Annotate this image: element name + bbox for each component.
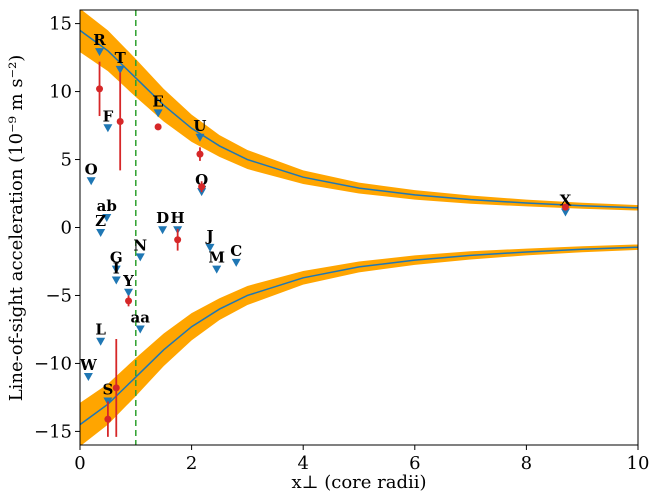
point-label: Z xyxy=(95,212,106,230)
limit-marker xyxy=(96,337,106,346)
limit-marker xyxy=(95,48,105,57)
limit-marker xyxy=(86,177,96,186)
limit-marker xyxy=(153,109,163,118)
y-tick-label: −15 xyxy=(34,421,72,442)
point-label: L xyxy=(95,321,106,339)
limit-marker xyxy=(135,253,145,262)
y-tick-label: 10 xyxy=(49,82,72,103)
point-label: R xyxy=(93,31,106,49)
model-band xyxy=(80,244,638,445)
point-label: C xyxy=(230,242,242,260)
limit-marker xyxy=(560,208,570,217)
y-tick-label: −10 xyxy=(34,353,72,374)
point-label: W xyxy=(79,356,98,374)
point-label: U xyxy=(193,117,206,135)
measurement xyxy=(116,117,124,125)
point-label: J xyxy=(204,227,213,245)
limit-marker xyxy=(115,65,125,74)
limit-marker xyxy=(205,243,215,252)
y-tick-label: 5 xyxy=(61,150,72,171)
point-label: S xyxy=(102,381,113,399)
y-tick-label: −5 xyxy=(45,285,72,306)
measurement xyxy=(96,85,104,93)
y-axis-label: Line-of-sight acceleration (10⁻⁹ m s⁻²) xyxy=(6,55,27,402)
x-tick-label: 6 xyxy=(409,453,420,474)
point-label: G xyxy=(110,249,123,267)
point-label: F xyxy=(103,107,114,125)
point-label: H xyxy=(171,209,185,227)
limit-marker xyxy=(231,258,241,267)
point-label: E xyxy=(152,92,163,110)
limit-marker xyxy=(124,288,134,297)
measurement xyxy=(198,183,206,191)
measurement xyxy=(154,123,162,131)
y-tick-label: 0 xyxy=(61,218,72,239)
x-tick-label: 8 xyxy=(521,453,532,474)
measurement xyxy=(174,236,182,244)
limit-marker xyxy=(83,373,93,382)
measurement xyxy=(112,384,120,392)
point-label: Y xyxy=(122,272,134,290)
point-label: ab xyxy=(97,197,117,215)
measurement xyxy=(125,297,133,305)
model-curve xyxy=(80,246,638,426)
point-label: T xyxy=(115,49,127,67)
x-axis-label: x⊥ (core radii) xyxy=(291,472,426,493)
limit-marker xyxy=(135,325,145,334)
limit-marker xyxy=(96,228,106,237)
limit-marker xyxy=(111,276,121,285)
x-tick-label: 2 xyxy=(186,453,197,474)
limit-marker xyxy=(212,265,222,274)
limit-marker xyxy=(103,124,113,133)
limit-marker xyxy=(111,265,121,274)
model-curve xyxy=(80,29,638,209)
x-tick-label: 4 xyxy=(297,453,308,474)
point-label: aa xyxy=(131,308,151,326)
point-label: D xyxy=(156,209,169,227)
limit-marker xyxy=(158,226,168,235)
point-label: O xyxy=(85,160,98,178)
measurement xyxy=(561,203,569,211)
point-label: I xyxy=(113,260,120,278)
limit-marker xyxy=(102,213,112,222)
y-tick-label: 15 xyxy=(49,14,72,35)
x-tick-label: 0 xyxy=(74,453,85,474)
point-label: M xyxy=(208,249,225,267)
limit-marker xyxy=(195,133,205,142)
point-label: Q xyxy=(195,171,208,189)
x-tick-label: 10 xyxy=(627,453,650,474)
point-label: N xyxy=(133,236,147,254)
measurement xyxy=(196,150,204,158)
measurement xyxy=(104,415,112,423)
